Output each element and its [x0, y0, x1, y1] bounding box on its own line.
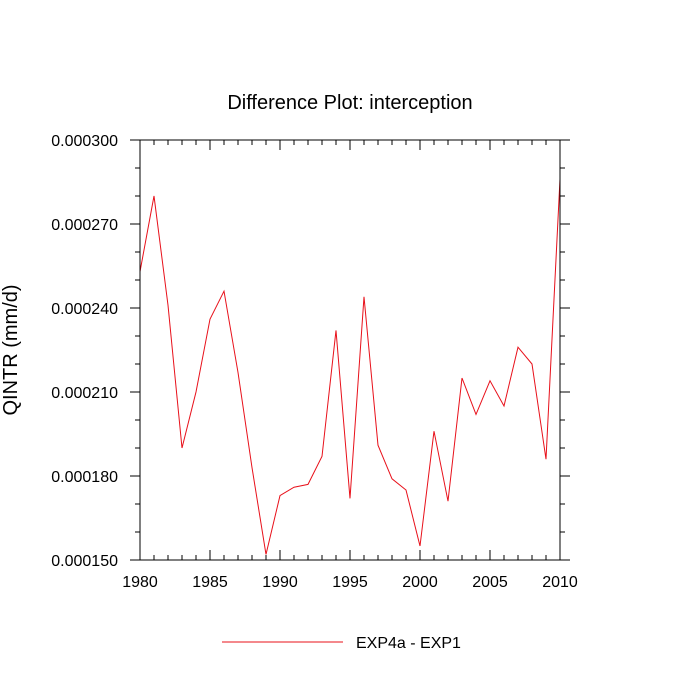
x-tick-label: 1985 [192, 574, 228, 591]
x-tick-label: 1990 [262, 574, 298, 591]
y-tick-label: 0.000300 [51, 133, 118, 150]
y-tick-label: 0.000150 [51, 553, 118, 570]
series-layer [139, 179, 561, 555]
x-tick-label: 1995 [332, 574, 368, 591]
plot-frame [139, 139, 561, 561]
y-tick-label: 0.000210 [51, 385, 118, 402]
y-tick-label: 0.000240 [51, 301, 118, 318]
legend: EXP4a - EXP1 [222, 635, 461, 652]
series-line [139, 179, 561, 555]
chart-title: Difference Plot: interception [227, 92, 472, 114]
y-tick-label: 0.000180 [51, 469, 118, 486]
tick-labels: 1980 1985 1990 1995 2000 2005 2010 0.000150 0.00… [51, 133, 578, 591]
y-tick-label: 0.000270 [51, 217, 118, 234]
x-tick-label: 2000 [402, 574, 438, 591]
x-tick-label: 2005 [472, 574, 508, 591]
legend-label: EXP4a - EXP1 [356, 635, 461, 652]
x-tick-label: 1980 [122, 574, 158, 591]
x-tick-label: 2010 [542, 574, 578, 591]
y-axis-label: QINTR (mm/d) [0, 284, 22, 415]
